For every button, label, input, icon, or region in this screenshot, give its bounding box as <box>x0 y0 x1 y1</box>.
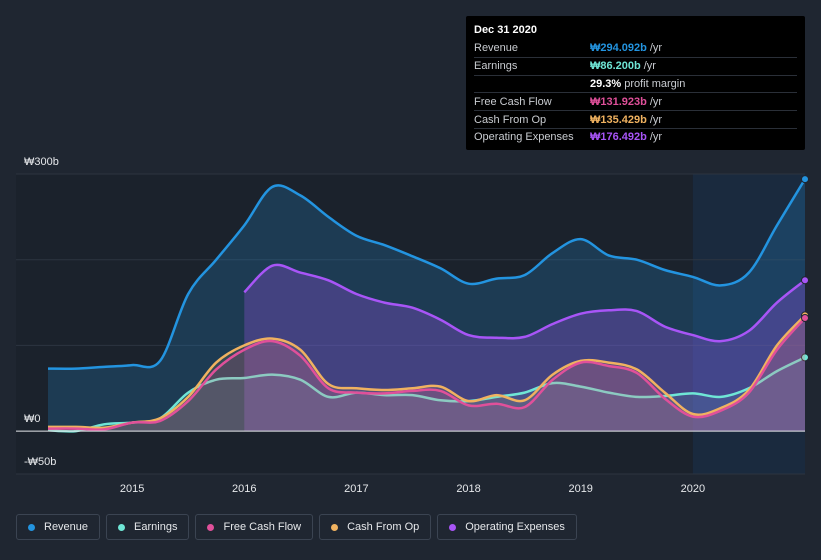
legend-dot-icon <box>331 523 339 531</box>
series-area-cash-from-op <box>48 315 805 432</box>
tooltip-label: Operating Expenses <box>474 131 574 144</box>
tooltip-label: Cash From Op <box>474 113 547 126</box>
tooltip-unit: /yr <box>643 60 656 73</box>
x-tick-label: 2018 <box>456 483 480 495</box>
tooltip-date: Dec 31 2020 <box>474 24 537 36</box>
chart: ₩300b ₩0 -₩50b 2015 2016 2017 2018 2019 2020 <box>16 156 809 495</box>
legend-label: Earnings <box>134 521 178 533</box>
tooltip-row: Operating Expenses ₩176.492b/yr <box>474 127 797 146</box>
series-endpoint-operating-expenses <box>801 276 809 285</box>
legend-item-operating-expenses[interactable]: Operating Expenses <box>437 514 577 540</box>
tooltip-row: Free Cash Flow ₩131.923b/yr <box>474 92 797 110</box>
legend-dot-icon <box>207 523 215 531</box>
series-endpoint-free-cash-flow <box>801 314 809 322</box>
tooltip-label: Earnings <box>474 60 518 73</box>
series-line-revenue <box>47 178 807 370</box>
legend-item-earnings[interactable]: Earnings <box>106 514 190 540</box>
series-area-free-cash-flow <box>48 318 805 432</box>
tooltip-unit: /yr <box>649 42 663 55</box>
x-tick-label: 2015 <box>120 483 144 495</box>
tooltip-value: 29.3% <box>590 77 622 90</box>
series-line-earnings <box>47 356 806 433</box>
x-tick-label: 2020 <box>681 483 705 495</box>
series-endpoint-revenue <box>801 175 809 184</box>
series-line-cash-from-op <box>47 314 806 430</box>
x-tick-label: 2016 <box>232 483 256 495</box>
tooltip-row: Earnings ₩86.200b/yr <box>474 56 797 75</box>
legend-dot-icon <box>118 523 126 531</box>
tooltip-row: 29.3% profit margin <box>474 74 797 93</box>
tooltip-row: Revenue ₩294.092b/yr <box>474 40 797 57</box>
legend-item-revenue[interactable]: Revenue <box>16 514 101 540</box>
series-line-operating-expenses <box>243 263 806 343</box>
legend-dot-icon <box>449 523 457 531</box>
legend-label: Revenue <box>44 521 89 533</box>
y-tick-label: ₩300b <box>24 156 59 168</box>
tooltip-value: ₩294.092b <box>590 42 647 55</box>
legend-item-free-cash-flow[interactable]: Free Cash Flow <box>195 514 314 540</box>
tooltip-unit: /yr <box>649 131 663 144</box>
tooltip-label: Free Cash Flow <box>474 95 552 108</box>
tooltip-value: ₩135.429b <box>590 113 647 126</box>
series-line-free-cash-flow <box>47 317 806 431</box>
tooltip-value: ₩86.200b <box>590 60 641 73</box>
x-tick-label: 2017 <box>344 483 368 495</box>
series-area-earnings <box>48 357 805 432</box>
legend-item-cash-from-op[interactable]: Cash From Op <box>319 514 432 540</box>
series-endpoint-earnings <box>801 353 809 362</box>
plot-background <box>16 174 805 474</box>
tooltip: Dec 31 2020 Revenue ₩294.092b/yr Earnings ₩… <box>466 16 805 150</box>
x-tick-label: 2019 <box>568 483 592 495</box>
tooltip-unit: /yr <box>649 113 663 126</box>
tooltip-row: Cash From Op ₩135.429b/yr <box>474 110 797 128</box>
tooltip-value: ₩176.492b <box>590 131 647 144</box>
legend-label: Cash From Op <box>347 521 420 533</box>
legend: Revenue Earnings Free Cash Flow Cash From O… <box>16 514 577 540</box>
legend-label: Free Cash Flow <box>223 521 302 533</box>
tooltip-value: ₩131.923b <box>590 95 647 108</box>
legend-label: Operating Expenses <box>465 521 565 533</box>
y-tick-label: -₩50b <box>24 456 56 468</box>
tooltip-label: Revenue <box>474 42 519 55</box>
tooltip-unit: /yr <box>649 95 663 108</box>
tooltip-unit: profit margin <box>624 77 686 90</box>
legend-dot-icon <box>28 523 35 531</box>
highlight-region <box>692 174 805 474</box>
y-tick-label: ₩0 <box>24 413 41 425</box>
